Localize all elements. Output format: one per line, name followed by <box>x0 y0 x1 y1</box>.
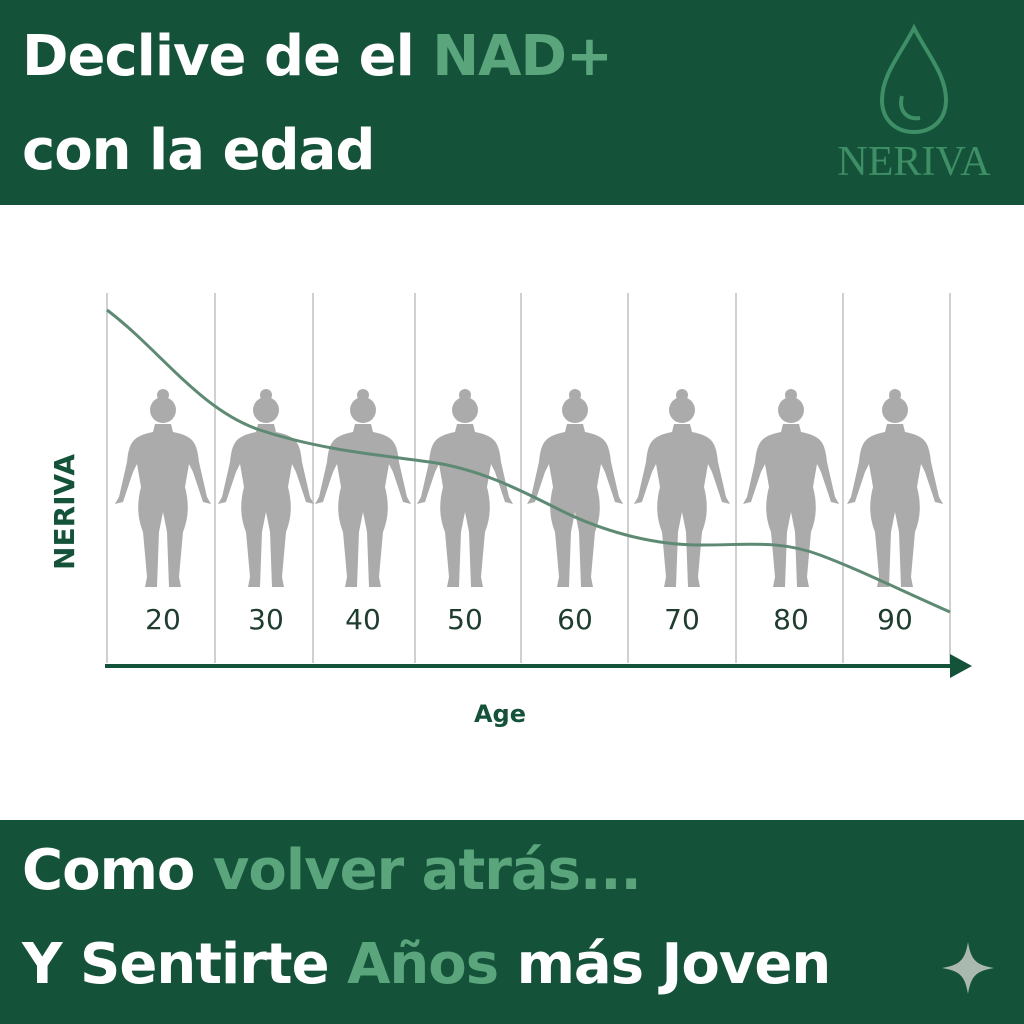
silhouette-body <box>847 424 943 587</box>
footer: Como volver atrás... Y Sentirte Años más… <box>0 820 1024 1024</box>
logo: NERIVA <box>837 23 991 185</box>
silhouette-body <box>527 424 623 587</box>
title-highlight: NAD+ <box>432 24 613 89</box>
silhouette <box>218 389 314 587</box>
title-text: Declive de el <box>22 24 415 89</box>
silhouette-head <box>882 397 908 423</box>
logo-drop-shine <box>899 95 921 121</box>
silhouette-head <box>669 397 695 423</box>
sparkle-shape <box>942 942 994 994</box>
sparkle <box>942 942 994 994</box>
y-axis-label: NERIVA <box>48 454 81 570</box>
age-label: 40 <box>345 603 381 636</box>
age-figure: Age NERIVA 20 30 40 50 60 70 80 90 <box>48 293 972 728</box>
footer-text: más Joven <box>516 932 832 997</box>
footer-highlight: volver atrás... <box>212 838 642 903</box>
silhouette-head <box>562 397 588 423</box>
footer-line-1: Como volver atrás... <box>22 838 642 903</box>
x-axis-arrow <box>950 654 972 678</box>
footer-text: Como <box>22 838 195 903</box>
footer-highlight: Años <box>347 932 499 997</box>
age-label: 80 <box>773 603 809 636</box>
x-axis-label: Age <box>474 700 526 728</box>
footer-line-2: Y Sentirte Años más Joven <box>22 932 832 997</box>
header: Declive de el NAD+ con la edad NERIVA <box>0 0 1024 205</box>
logo-drop <box>879 23 949 135</box>
silhouettes <box>115 389 943 587</box>
silhouette <box>634 389 730 587</box>
age-label: 50 <box>447 603 483 636</box>
age-label: 60 <box>557 603 593 636</box>
silhouette <box>115 389 211 587</box>
footer-text: Y Sentirte <box>22 932 330 997</box>
silhouette-body <box>315 424 411 587</box>
age-label: 30 <box>248 603 284 636</box>
silhouette <box>743 389 839 587</box>
title-line-1: Declive de el NAD+ <box>22 24 613 89</box>
silhouette <box>315 389 411 587</box>
age-label: 90 <box>877 603 913 636</box>
decline-curve <box>106 308 951 614</box>
silhouette-body <box>634 424 730 587</box>
silhouette-head <box>778 397 804 423</box>
title-line-2: con la edad <box>22 118 375 183</box>
silhouette-body <box>218 424 314 587</box>
silhouette <box>527 389 623 587</box>
silhouette-body <box>115 424 211 587</box>
silhouette-body <box>743 424 839 587</box>
age-label: 70 <box>664 603 700 636</box>
silhouette-head <box>150 397 176 423</box>
column-lines <box>106 293 951 663</box>
silhouette-head <box>253 397 279 423</box>
brand-name: NERIVA <box>837 139 991 185</box>
age-label: 20 <box>145 603 181 636</box>
silhouette-head <box>452 397 478 423</box>
silhouette <box>417 389 513 587</box>
silhouette-head <box>350 397 376 423</box>
silhouette-body <box>417 424 513 587</box>
silhouette <box>847 389 943 587</box>
